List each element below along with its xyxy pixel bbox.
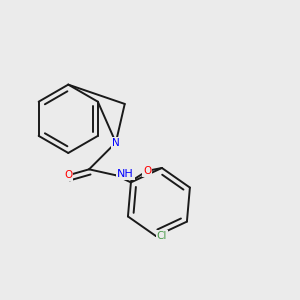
Text: Cl: Cl [157,231,167,241]
Text: N: N [112,138,120,148]
Text: O: O [64,170,72,180]
Text: O: O [143,166,151,176]
Text: NH: NH [117,169,134,179]
